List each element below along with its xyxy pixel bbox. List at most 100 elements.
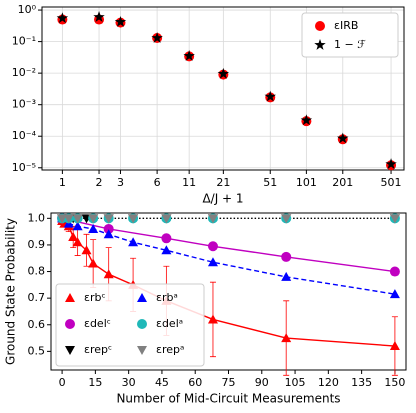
legend-marker (65, 346, 75, 355)
marker (207, 241, 218, 252)
marker (389, 341, 400, 351)
marker (93, 11, 105, 22)
marker (300, 114, 313, 126)
legend-label: εdelᶜ (84, 317, 111, 330)
x-tick-label: 21 (216, 176, 230, 189)
x-tick-label: 201 (332, 176, 353, 189)
y-tick-label: 0.5 (28, 344, 46, 357)
x-axis-label: Δ/J + 1 (202, 192, 243, 206)
x-tick-label: 101 (296, 176, 317, 189)
y-tick-label: 10⁻¹ (12, 35, 36, 48)
marker (68, 231, 79, 241)
y-tick-label: 0.7 (28, 291, 46, 304)
fit-line (61, 217, 395, 273)
legend-label: εrbᵃ (156, 291, 178, 304)
marker (128, 237, 139, 247)
plot-frame (41, 6, 405, 171)
x-tick-label: 1 (59, 176, 66, 189)
marker (88, 258, 99, 268)
marker (103, 223, 114, 234)
fit-line (61, 217, 396, 295)
legend-marker (137, 346, 147, 355)
marker (385, 158, 397, 170)
x-tick-label: 6 (154, 176, 161, 189)
legend-marker (65, 293, 75, 302)
y-tick-label: 10⁰ (18, 3, 37, 16)
legend-marker (137, 319, 147, 329)
marker (81, 245, 92, 255)
marker (57, 214, 68, 224)
x-tick-label: 51 (263, 176, 277, 189)
marker (337, 132, 349, 144)
marker (207, 257, 218, 267)
marker (281, 333, 292, 343)
marker (161, 233, 172, 244)
marker (281, 251, 292, 262)
legend-label: εrepᵃ (156, 343, 184, 356)
legend: εIRB 1 − ℱ (301, 12, 399, 58)
marker (217, 67, 230, 79)
marker (281, 271, 292, 281)
marker (103, 229, 114, 239)
marker (161, 245, 172, 255)
legend-label: εdelᵃ (156, 317, 183, 330)
x-tick-label: 75 (222, 376, 236, 389)
marker (389, 266, 400, 277)
marker (103, 269, 114, 279)
x-tick-label: 3 (117, 176, 124, 189)
marker (281, 214, 292, 224)
marker (389, 214, 400, 224)
y-tick-label: 10⁻³ (12, 98, 36, 111)
marker (56, 12, 69, 24)
legend-label: εrbᶜ (84, 291, 106, 304)
y-tick-label: 10⁻² (12, 66, 36, 79)
x-tick-label: 30 (122, 376, 136, 389)
x-tick-label: 90 (255, 376, 269, 389)
marker (207, 314, 218, 324)
x-tick-label: 15 (88, 376, 102, 389)
marker (389, 289, 400, 299)
marker (207, 214, 218, 224)
legend-label: εIRB (334, 19, 358, 32)
marker (88, 214, 99, 224)
marker (264, 90, 276, 102)
x-tick-label: 150 (384, 376, 405, 389)
legend-label: 1 − ℱ (334, 38, 366, 51)
marker (72, 214, 83, 224)
legend-box (55, 283, 205, 367)
x-tick-label: 45 (155, 376, 169, 389)
plot-frame (50, 212, 407, 371)
y-tick-label: 0.6 (28, 318, 46, 331)
y-tick-label: 1.0 (28, 211, 46, 224)
x-tick-label: 501 (381, 176, 402, 189)
marker (103, 214, 114, 224)
legend-marker (137, 293, 147, 302)
x-tick-label: 0 (59, 376, 66, 389)
y-tick-label: 10⁻⁴ (12, 129, 37, 142)
legend-label: εrepᶜ (84, 343, 112, 356)
x-tick-label: 60 (188, 376, 202, 389)
legend-marker (315, 21, 325, 31)
marker (63, 214, 74, 224)
marker (88, 223, 99, 233)
x-tick-label: 2 (96, 176, 103, 189)
y-tick-label: 0.8 (28, 265, 46, 278)
marker (161, 214, 172, 224)
x-axis-label: Number of Mid-Circuit Measurements (116, 392, 340, 406)
marker (128, 214, 139, 224)
x-tick-label: 105 (285, 376, 306, 389)
x-tick-label: 11 (182, 176, 196, 189)
marker (114, 15, 127, 27)
y-tick-label: 0.9 (28, 238, 46, 251)
legend-marker (314, 39, 326, 50)
x-tick-label: 135 (351, 376, 372, 389)
y-tick-label: 10⁻⁵ (12, 161, 36, 174)
legend-marker (65, 319, 75, 329)
legend: εrbᶜ εdelᶜ εrepᶜ εrbᵃ εdelᵃ εrepᵃ (55, 283, 205, 367)
legend-box (301, 12, 399, 58)
marker (151, 32, 163, 43)
y-axis-label: Ground State Probability (4, 218, 18, 365)
marker (72, 221, 83, 231)
marker (72, 237, 83, 247)
